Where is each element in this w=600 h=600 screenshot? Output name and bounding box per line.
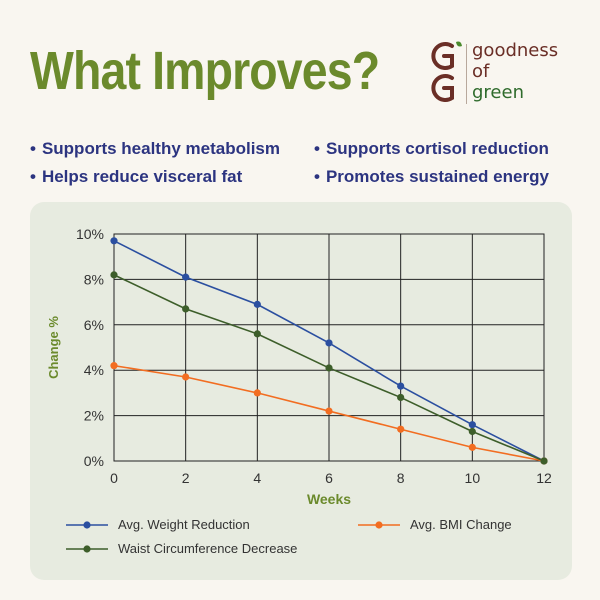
brand-wordmark: goodness of green <box>472 40 558 103</box>
y-tick-label: 0% <box>84 453 104 469</box>
x-tick-label: 10 <box>465 470 481 486</box>
legend-label: Avg. Weight Reduction <box>118 517 250 532</box>
benefit-item: • Helps reduce visceral fat <box>30 167 243 186</box>
data-point <box>110 362 118 370</box>
x-tick-label: 12 <box>536 470 552 486</box>
logo-divider <box>466 44 467 104</box>
legend-label: Avg. BMI Change <box>410 517 512 532</box>
benefit-text: Promotes sustained energy <box>325 167 549 186</box>
line-chart: 0 2 4 6 8 10 12 0% 2% 4% 6% 8% 10% Weeks Change % <box>46 226 552 553</box>
data-point <box>325 407 333 415</box>
chart-panel: 0 2 4 6 8 10 12 0% 2% 4% 6% 8% 10% Weeks Change % Avg.… <box>30 202 572 580</box>
x-tick-label: 6 <box>325 470 333 486</box>
brand-logo: goodness of green <box>428 38 588 108</box>
y-tick-label: 10% <box>76 226 104 242</box>
legend-label: Waist Circumference Decrease <box>118 541 298 556</box>
brand-line-3: green <box>472 82 524 103</box>
data-point <box>110 271 118 279</box>
y-tick-label: 2% <box>84 408 104 424</box>
benefit-item: • Promotes sustained energy <box>314 167 549 186</box>
data-point <box>540 457 548 465</box>
benefit-text: Helps reduce visceral fat <box>41 167 243 186</box>
brand-line-1: goodness <box>472 40 559 61</box>
logo-mark-icon <box>431 41 462 102</box>
data-point <box>325 364 333 372</box>
benefit-item: • Supports healthy metabolism <box>30 139 280 158</box>
data-point <box>253 330 261 338</box>
brand-line-2: of <box>472 61 490 82</box>
benefit-item: • Supports cortisol reduction <box>314 139 549 158</box>
legend-swatch-marker <box>83 545 91 553</box>
x-axis-title: Weeks <box>307 491 351 507</box>
x-tick-label: 0 <box>110 470 118 486</box>
benefit-text: Supports healthy metabolism <box>41 139 280 158</box>
legend-swatch-marker <box>375 521 383 529</box>
data-point <box>397 425 405 433</box>
page-title: What Improves? <box>30 41 380 101</box>
data-point <box>253 389 261 397</box>
data-point <box>468 421 476 429</box>
data-point <box>397 393 405 402</box>
y-axis-title: Change % <box>46 316 61 379</box>
x-tick-label: 2 <box>182 470 190 486</box>
legend-swatch-marker <box>83 521 91 529</box>
y-tick-label: 4% <box>84 362 104 378</box>
data-point <box>468 427 476 436</box>
data-point <box>325 339 333 347</box>
data-point <box>397 382 405 390</box>
benefit-text: Supports cortisol reduction <box>325 139 549 158</box>
x-tick-label: 4 <box>253 470 261 486</box>
data-point <box>182 305 190 313</box>
data-point <box>182 373 190 381</box>
data-point <box>110 237 118 245</box>
data-point <box>253 300 261 308</box>
data-point <box>182 273 190 281</box>
data-point <box>468 443 476 451</box>
y-tick-label: 8% <box>84 271 104 287</box>
x-tick-label: 8 <box>397 470 405 486</box>
y-tick-label: 6% <box>84 317 104 333</box>
